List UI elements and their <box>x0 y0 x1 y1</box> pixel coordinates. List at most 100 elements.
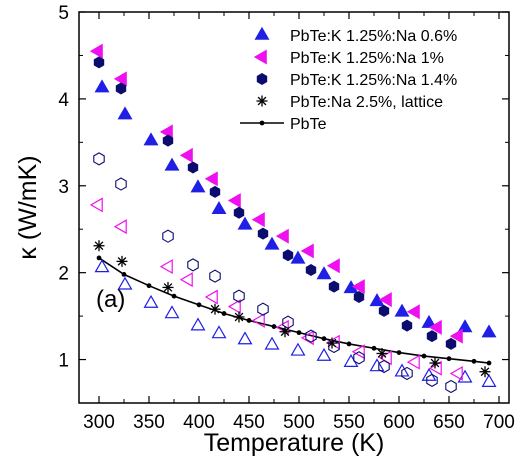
legend-entry: PbTe <box>240 116 327 133</box>
total-point <box>426 330 438 343</box>
total-point <box>378 304 390 317</box>
y-tick-label: 4 <box>58 90 69 111</box>
total-point <box>481 324 497 338</box>
legend-marker <box>253 49 267 65</box>
lattice-point <box>159 259 173 275</box>
pbte-point <box>171 293 177 299</box>
pbte-point <box>146 283 152 289</box>
lattice-point <box>343 353 359 367</box>
total-point <box>187 161 199 174</box>
legend-label: PbTe:K 1.25%:Na 1.4% <box>290 72 457 89</box>
total-point <box>204 171 218 187</box>
total-point <box>328 280 340 293</box>
total-point <box>378 292 392 308</box>
lattice-point <box>187 258 199 272</box>
asterisk-stroke <box>480 367 490 377</box>
total-point <box>445 337 457 350</box>
data-point <box>429 357 441 369</box>
total-point <box>94 79 110 93</box>
data-point <box>209 303 221 315</box>
total-point <box>164 157 180 171</box>
y-tick-label: 2 <box>58 264 69 285</box>
lattice-point <box>93 152 105 166</box>
pbte-point <box>121 272 127 277</box>
total-point <box>115 82 127 95</box>
tick-marks <box>79 11 509 404</box>
data-point <box>479 366 491 378</box>
total-point <box>351 279 365 295</box>
total-point <box>406 304 420 320</box>
x-axis-title: Temperature (K) <box>204 429 385 457</box>
pbte-point <box>396 350 402 356</box>
lattice-point <box>117 276 133 290</box>
lattice-point <box>162 229 174 243</box>
total-point <box>209 185 221 198</box>
x-tick-label: 450 <box>233 412 265 433</box>
asterisk-stroke <box>280 327 290 337</box>
data-series <box>89 43 497 394</box>
asterisk-stroke <box>163 283 173 292</box>
legend-marker <box>259 120 265 126</box>
legend-entry: PbTe:K 1.25%:Na 0.6% <box>254 26 457 45</box>
series-3 <box>93 240 491 378</box>
total-point <box>257 227 269 240</box>
legend-marker <box>254 26 270 40</box>
pbte-point <box>196 302 202 308</box>
lattice-point <box>233 289 245 303</box>
total-point <box>353 291 365 303</box>
asterisk-stroke <box>117 257 127 266</box>
x-tick-label: 350 <box>133 412 165 433</box>
total-point <box>113 71 127 87</box>
series-0 <box>94 79 497 387</box>
lattice-point <box>426 373 438 388</box>
lattice-point <box>378 359 390 374</box>
lattice-point <box>251 312 265 328</box>
legend: PbTe:K 1.25%:Na 0.6% PbTe:K 1.25%:Na 1% Pb… <box>240 26 457 133</box>
pbte-point <box>371 345 377 351</box>
total-point <box>394 303 410 317</box>
lattice-point <box>401 366 413 381</box>
x-tick-label: 300 <box>83 412 115 433</box>
total-point <box>237 216 253 230</box>
lattice-point <box>300 330 314 346</box>
total-point <box>251 212 265 228</box>
total-point <box>300 243 314 259</box>
pbte-point <box>271 324 277 329</box>
total-point <box>190 179 206 193</box>
panel-annotation: (a) <box>96 286 125 313</box>
total-point <box>179 147 193 163</box>
data-point <box>233 311 245 323</box>
total-point <box>93 56 105 69</box>
total-point <box>275 228 289 244</box>
legend-entry: PbTe:Na 2.5%, lattice <box>256 94 443 111</box>
lattice-point <box>113 219 127 235</box>
legend-label: PbTe <box>290 116 327 133</box>
data-point <box>326 337 338 349</box>
lattice-point <box>369 358 385 372</box>
series-2 <box>93 56 457 394</box>
pbte-line <box>98 257 490 364</box>
pbte-point <box>446 356 452 362</box>
lattice-point <box>89 197 103 213</box>
lattice-point <box>115 177 127 191</box>
pbte-point <box>346 341 352 347</box>
total-point <box>316 266 332 280</box>
legend-label: PbTe:K 1.25%:Na 1% <box>290 50 444 67</box>
total-point <box>401 319 413 332</box>
x-tick-label: 400 <box>183 412 215 433</box>
asterisk-stroke <box>257 96 267 106</box>
lattice-point <box>305 329 317 343</box>
tick-labels: 300 350 400 450 500 550 600 650 700 1 2 3 4 5 <box>58 3 514 433</box>
asterisk-stroke <box>430 358 440 368</box>
y-tick-label: 3 <box>58 177 69 198</box>
lattice-point <box>143 294 159 308</box>
lattice-point <box>264 336 280 350</box>
y-axis-title: κ (W/mK) <box>14 155 42 259</box>
lattice-point <box>179 272 193 288</box>
total-point <box>89 43 103 59</box>
data-point <box>93 240 105 252</box>
lattice-point <box>237 331 253 345</box>
lattice-point <box>227 299 241 315</box>
pbte-point <box>486 360 492 366</box>
